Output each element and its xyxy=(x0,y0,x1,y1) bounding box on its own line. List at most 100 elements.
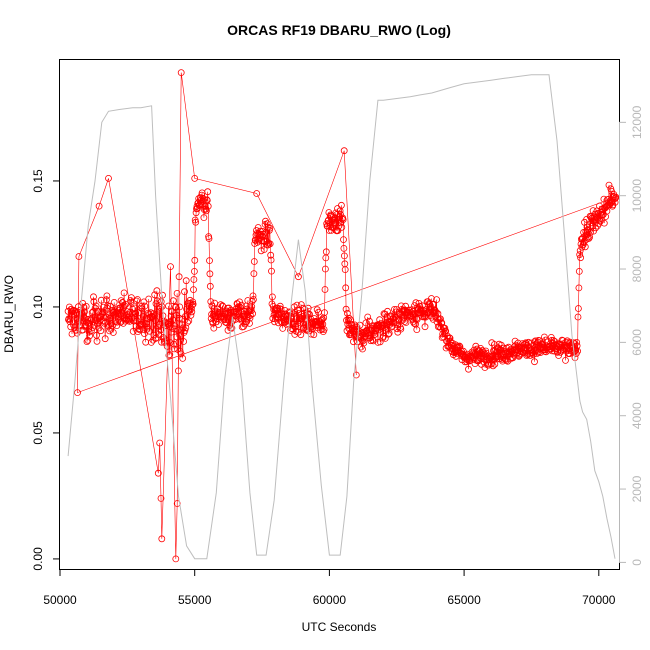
data-point xyxy=(437,315,444,323)
data-point xyxy=(207,298,215,306)
data-point xyxy=(356,321,364,329)
data-point xyxy=(318,316,325,324)
data-point xyxy=(159,291,166,299)
data-point xyxy=(173,500,181,507)
data-point xyxy=(73,329,81,337)
data-point xyxy=(320,314,328,322)
data-point xyxy=(441,324,449,332)
data-point xyxy=(228,324,236,332)
data-point xyxy=(575,267,583,275)
data-point xyxy=(137,321,145,329)
data-point xyxy=(151,316,159,324)
data-point xyxy=(482,349,490,357)
data-point xyxy=(586,233,593,241)
right-tick-label: 2000 xyxy=(630,475,644,502)
data-point xyxy=(189,300,197,308)
right-tick-label: 0 xyxy=(630,559,644,566)
data-point xyxy=(244,313,252,321)
data-point xyxy=(66,318,74,326)
data-point xyxy=(145,295,153,303)
data-point xyxy=(337,210,344,218)
data-point xyxy=(369,337,377,345)
y-tick-label: 0.05 xyxy=(31,421,45,445)
data-point xyxy=(93,337,101,345)
data-point xyxy=(74,315,82,323)
data-point xyxy=(177,350,185,358)
data-point xyxy=(72,322,79,330)
data-point xyxy=(491,360,499,368)
data-point xyxy=(418,306,425,314)
data-point xyxy=(132,309,140,317)
data-point xyxy=(153,287,161,295)
data-point xyxy=(233,307,241,315)
data-point xyxy=(577,254,584,262)
data-point xyxy=(294,328,302,336)
data-point xyxy=(120,289,128,297)
data-point xyxy=(117,297,125,305)
data-point xyxy=(321,309,328,317)
data-point xyxy=(597,217,604,225)
data-point xyxy=(171,325,178,333)
data-point xyxy=(574,313,582,321)
data-point xyxy=(156,439,164,447)
data-point xyxy=(343,309,351,317)
data-point xyxy=(110,298,118,306)
data-point xyxy=(600,219,608,227)
data-point xyxy=(215,321,222,328)
data-point xyxy=(126,317,134,325)
data-point xyxy=(416,302,424,310)
data-point xyxy=(190,267,198,275)
data-point xyxy=(605,181,613,189)
data-point xyxy=(342,284,350,292)
right-tick-label: 4000 xyxy=(630,402,644,429)
data-point xyxy=(182,277,190,285)
data-point xyxy=(359,328,367,336)
data-point xyxy=(380,332,388,340)
data-point xyxy=(340,244,348,252)
data-point xyxy=(172,555,180,563)
data-point xyxy=(106,302,114,310)
data-point xyxy=(436,323,444,331)
data-point xyxy=(204,188,212,196)
data-point xyxy=(187,311,195,319)
data-point xyxy=(269,302,277,310)
data-point xyxy=(473,356,481,364)
data-point xyxy=(88,327,95,335)
data-point xyxy=(246,319,253,327)
data-point xyxy=(587,228,594,236)
data-point xyxy=(321,286,329,293)
data-point xyxy=(576,247,584,255)
data-point xyxy=(268,267,275,275)
data-point xyxy=(575,305,582,312)
data-point xyxy=(75,253,83,260)
data-point xyxy=(199,196,207,204)
data-point xyxy=(175,273,183,281)
data-point xyxy=(581,243,589,251)
data-point xyxy=(168,308,176,316)
data-point xyxy=(71,307,79,315)
data-point xyxy=(154,469,162,477)
data-point xyxy=(175,314,183,322)
data-point xyxy=(68,330,76,338)
data-point xyxy=(237,301,245,309)
data-point xyxy=(83,338,91,346)
data-point xyxy=(100,317,108,325)
data-point xyxy=(409,315,416,323)
data-point xyxy=(165,351,173,359)
data-point xyxy=(412,315,420,323)
data-point xyxy=(170,345,178,353)
data-point xyxy=(376,338,384,346)
data-point xyxy=(581,232,589,240)
data-point xyxy=(139,313,147,321)
data-point xyxy=(249,296,257,303)
data-point xyxy=(97,296,105,304)
data-point xyxy=(528,339,535,347)
data-point xyxy=(206,270,214,278)
data-point xyxy=(143,320,150,328)
data-point xyxy=(433,296,441,304)
data-point xyxy=(106,327,113,335)
data-point xyxy=(147,338,155,346)
data-point xyxy=(191,256,199,264)
data-point xyxy=(131,310,139,318)
data-point xyxy=(339,216,347,224)
